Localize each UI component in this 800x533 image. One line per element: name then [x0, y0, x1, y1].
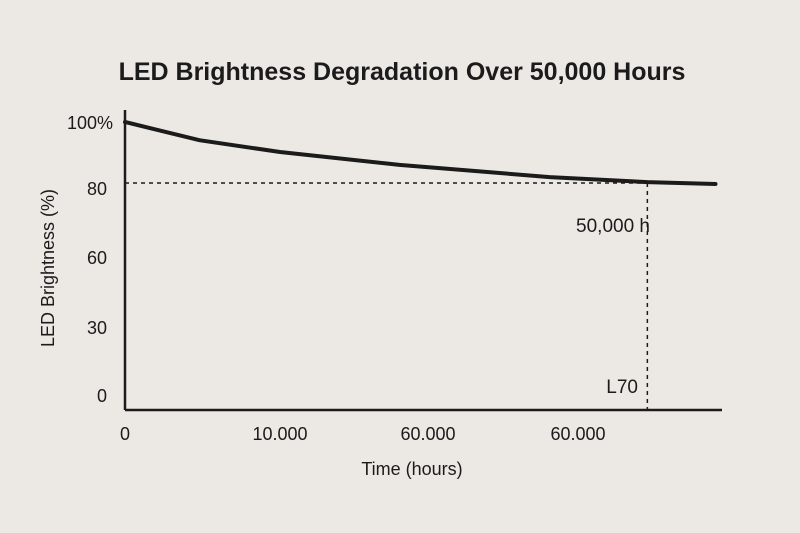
y-axis-label: LED Brightness (%): [38, 189, 58, 347]
x-axis-label: Time (hours): [361, 459, 462, 479]
annotation-50000h: 50,000 h: [576, 216, 650, 237]
y-tick-label: 0: [97, 386, 107, 406]
x-tick-label: 60.000: [550, 424, 605, 444]
y-tick-label: 100%: [67, 113, 113, 133]
chart-title: LED Brightness Degradation Over 50,000 H…: [119, 58, 686, 86]
x-tick-label: 0: [120, 424, 130, 444]
annotation-l70: L70: [606, 377, 638, 398]
y-tick-label: 60: [87, 248, 107, 268]
y-tick-label: 80: [87, 179, 107, 199]
series-line: [123, 120, 718, 186]
x-tick-label: 60.000: [400, 424, 455, 444]
x-tick-label: 10.000: [252, 424, 307, 444]
y-tick-label: 30: [87, 318, 107, 338]
